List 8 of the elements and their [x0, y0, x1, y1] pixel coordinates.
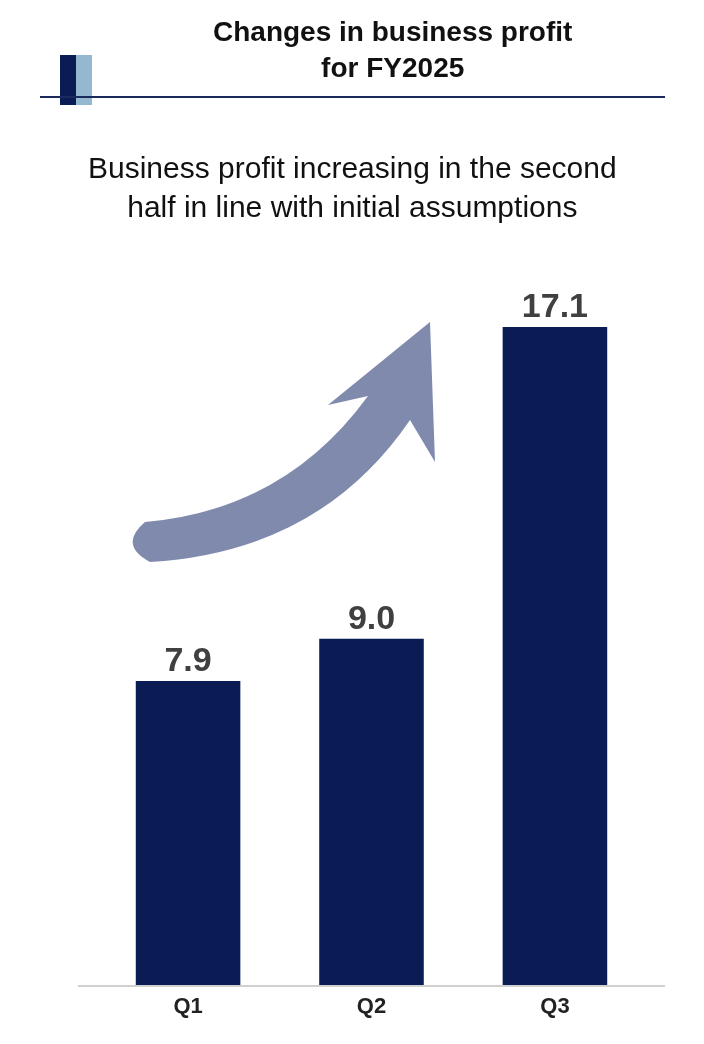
data-label: 7.9 — [164, 640, 212, 679]
x-tick-label: Q1 — [173, 993, 203, 1019]
chart-subtitle: Business profit increasing in the second half in line with initial assumptions — [88, 151, 617, 223]
chart-title: Changes in business profit for FY2025 — [213, 16, 573, 84]
data-label: 9.0 — [347, 597, 396, 636]
x-tick-label: Q3 — [540, 993, 570, 1019]
x-tick-label: Q2 — [356, 993, 387, 1019]
data-label: 17.1 — [521, 286, 589, 324]
